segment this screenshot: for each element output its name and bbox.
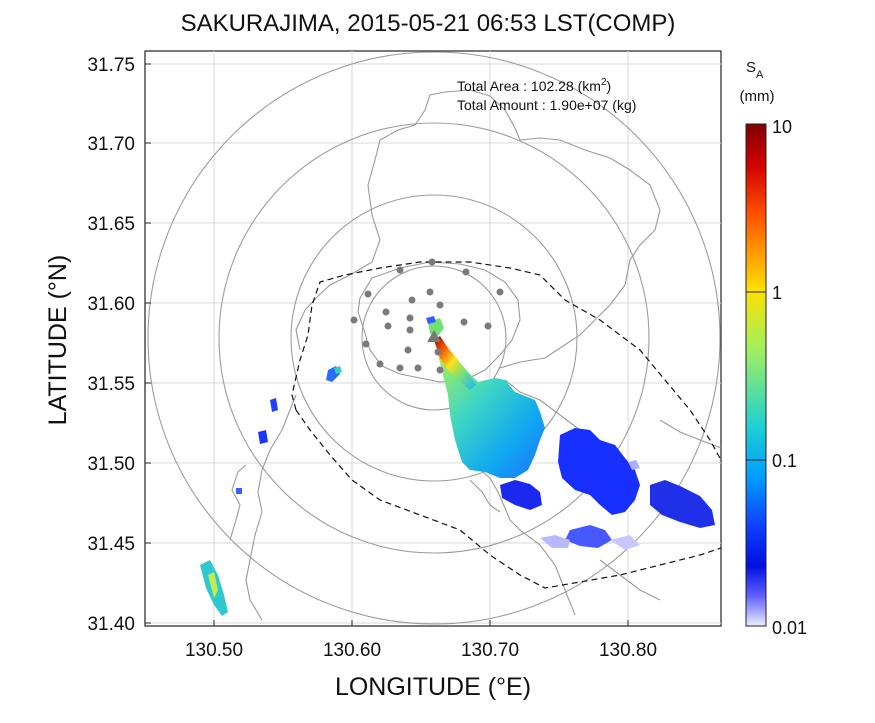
y-tick-label: 31.45 <box>87 534 135 555</box>
range-rings <box>147 51 721 625</box>
colorbar-tick-label: 1 <box>772 283 782 303</box>
x-tick-label: 130.70 <box>461 640 519 661</box>
x-tick-label: 130.80 <box>599 640 657 661</box>
y-tick-label: 31.50 <box>87 454 135 475</box>
colorbar-tick-label: 0.01 <box>772 618 807 638</box>
colorbar-gradient <box>745 123 767 627</box>
y-tick-label: 31.60 <box>87 294 135 315</box>
graticule <box>145 51 721 626</box>
colorbar-tick-label: 0.1 <box>772 451 797 471</box>
y-tick-label: 31.40 <box>87 614 135 635</box>
x-axis-label: LONGITUDE (°E) <box>335 673 531 701</box>
total-amount-text: Total Amount : 1.90e+07 (kg) <box>457 97 636 113</box>
y-tick-label: 31.55 <box>87 374 135 395</box>
colorbar-tick-label: 10 <box>772 117 792 137</box>
y-axis-label: LATITUDE (°N) <box>44 255 72 426</box>
colorbar-unit: (mm) <box>740 88 775 105</box>
boundary-dashed-line <box>291 261 721 589</box>
total-area-text: Total Area : 102.28 (km2) <box>457 77 611 94</box>
y-tick-label: 31.70 <box>87 134 135 155</box>
volcano-vent-icon <box>427 330 441 342</box>
colorbar-symbol: SA <box>746 59 764 81</box>
x-tick-label: 130.50 <box>185 640 243 661</box>
ash-deposit <box>200 316 715 616</box>
station-markers <box>350 258 504 374</box>
y-tick-label: 31.65 <box>87 214 135 235</box>
y-tick-label: 31.75 <box>87 55 135 76</box>
x-tick-label: 130.60 <box>323 640 381 661</box>
x-axis: 130.50 130.60 130.70 130.80 <box>185 620 657 661</box>
coastline <box>229 89 721 621</box>
map-title: SAKURAJIMA, 2015-05-21 06:53 LST(COMP) <box>181 10 676 37</box>
y-axis: 31.75 31.70 31.65 31.60 31.55 31.50 31.4… <box>87 55 151 635</box>
colorbar: SA (mm) 10 1 0.1 0.01 <box>740 59 808 638</box>
